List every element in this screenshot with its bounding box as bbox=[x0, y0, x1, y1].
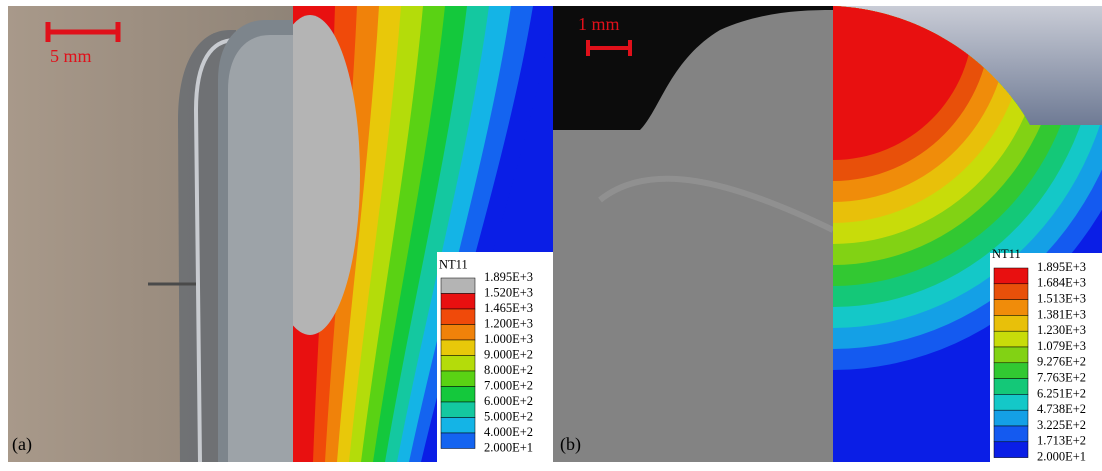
legend-value: 1.381E+3 bbox=[1037, 307, 1086, 321]
figure: 5 mm (a) 1 mm (b) NT111.895E+31.520E+31.… bbox=[0, 0, 1102, 466]
legend-swatch bbox=[441, 325, 475, 341]
legend-swatch bbox=[994, 410, 1028, 426]
legend-swatch bbox=[994, 363, 1028, 379]
legend-swatch bbox=[994, 426, 1028, 442]
legend-value: 1.000E+3 bbox=[484, 332, 533, 346]
scale-bar-label: 5 mm bbox=[50, 46, 92, 66]
legend: NT11 1.895E+31.520E+3 1.465E+31.200E+3 1.00… bbox=[437, 252, 553, 462]
legend-swatch bbox=[441, 371, 475, 387]
legend-title: NT11 bbox=[992, 247, 1021, 261]
legend-swatch bbox=[994, 331, 1028, 347]
panel-label: (b) bbox=[560, 434, 581, 455]
legend-value: 1.713E+2 bbox=[1037, 434, 1086, 448]
legend-value: 1.230E+3 bbox=[1037, 323, 1086, 337]
legend-swatch bbox=[994, 442, 1028, 458]
legend-swatch bbox=[994, 347, 1028, 363]
legend-swatch bbox=[441, 387, 475, 403]
legend-value: 1.200E+3 bbox=[484, 316, 533, 330]
legend-value: 9.276E+2 bbox=[1037, 355, 1086, 369]
legend-value: 1.895E+3 bbox=[484, 270, 533, 284]
legend: NT11 1.895E+3 1.684E+31.513E+3 1.381E+3 1.23… bbox=[990, 247, 1102, 463]
legend-value: 7.763E+2 bbox=[1037, 370, 1086, 384]
photo-a bbox=[8, 6, 293, 462]
legend-value: 4.000E+2 bbox=[484, 425, 533, 439]
legend-value: 5.000E+2 bbox=[484, 409, 533, 423]
legend-value: 2.000E+1 bbox=[1037, 449, 1086, 463]
scale-bar-label: 1 mm bbox=[578, 14, 620, 34]
legend-swatch bbox=[441, 278, 475, 294]
legend-value: 1.079E+3 bbox=[1037, 339, 1086, 353]
legend-swatch bbox=[994, 315, 1028, 331]
legend-swatch bbox=[441, 356, 475, 372]
photo-b bbox=[553, 6, 833, 462]
legend-value: 1.895E+3 bbox=[1037, 260, 1086, 274]
legend-value: 1.684E+3 bbox=[1037, 276, 1086, 290]
legend-value: 6.000E+2 bbox=[484, 394, 533, 408]
legend-swatch bbox=[441, 433, 475, 449]
legend-value: 8.000E+2 bbox=[484, 363, 533, 377]
legend-swatch bbox=[441, 402, 475, 418]
legend-value: 7.000E+2 bbox=[484, 378, 533, 392]
legend-value: 3.225E+2 bbox=[1037, 418, 1086, 432]
legend-swatch bbox=[994, 268, 1028, 284]
legend-swatch bbox=[441, 418, 475, 434]
legend-swatch bbox=[994, 379, 1028, 395]
legend-swatch bbox=[994, 394, 1028, 410]
legend-swatch bbox=[441, 294, 475, 310]
legend-title: NT11 bbox=[439, 257, 468, 271]
legend-value: 4.738E+2 bbox=[1037, 402, 1086, 416]
legend-value: 2.000E+1 bbox=[484, 440, 533, 454]
legend-value: 9.000E+2 bbox=[484, 347, 533, 361]
legend-value: 1.513E+3 bbox=[1037, 291, 1086, 305]
legend-value: 1.465E+3 bbox=[484, 301, 533, 315]
legend-swatch bbox=[441, 309, 475, 325]
legend-swatch bbox=[441, 340, 475, 356]
legend-swatch bbox=[994, 284, 1028, 300]
legend-value: 1.520E+3 bbox=[484, 285, 533, 299]
legend-swatch bbox=[994, 300, 1028, 316]
panel-label: (a) bbox=[12, 434, 32, 455]
legend-value: 6.251E+2 bbox=[1037, 386, 1086, 400]
